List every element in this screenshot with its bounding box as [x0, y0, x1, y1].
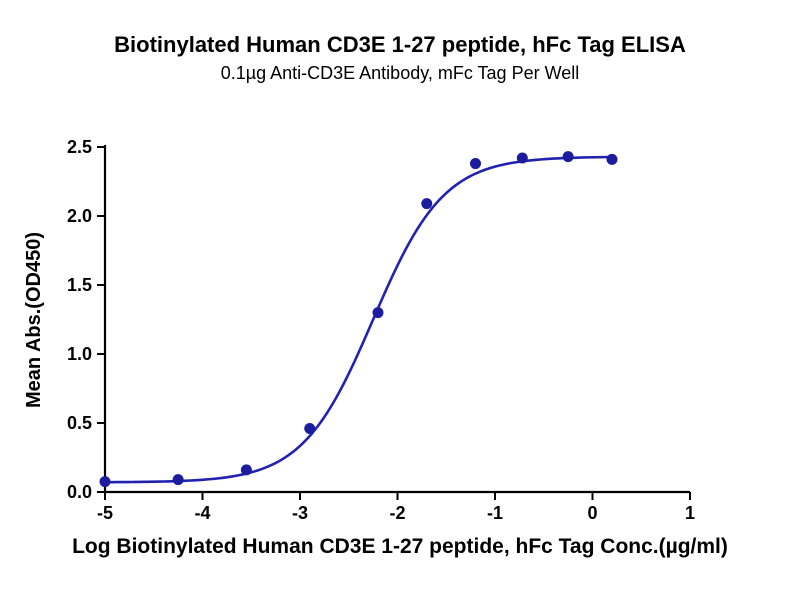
x-tick-label: -2 [389, 503, 405, 523]
data-point [99, 476, 111, 488]
y-tick-label: 1.5 [67, 275, 92, 295]
fit-curve [103, 155, 614, 484]
data-point [172, 474, 184, 486]
data-point [421, 198, 433, 210]
data-point [304, 423, 316, 435]
x-tick-label: -4 [194, 503, 210, 523]
data-point [606, 153, 618, 165]
x-tick-label: 0 [587, 503, 597, 523]
y-tick-label: 0.5 [67, 413, 92, 433]
data-point [372, 307, 384, 319]
data-point [562, 151, 574, 163]
y-tick-label: 1.0 [67, 344, 92, 364]
chart-title: Biotinylated Human CD3E 1-27 peptide, hF… [114, 32, 686, 57]
data-point [516, 152, 528, 164]
y-axis-label: Mean Abs.(OD450) [23, 232, 45, 408]
y-tick-label: 0.0 [67, 482, 92, 502]
x-tick-label: -5 [97, 503, 113, 523]
x-tick-label: -3 [292, 503, 308, 523]
data-point [470, 158, 481, 170]
y-tick-label: 2.0 [67, 206, 92, 226]
plot-area: -5 -4 -3 -2 -1 0 1 0.0 0.5 1.0 1.5 2.0 2.5 [67, 137, 695, 523]
data-point [240, 464, 252, 476]
x-tick-label: 1 [685, 503, 695, 523]
y-tick-label: 2.5 [67, 137, 92, 157]
x-axis-label: Log Biotinylated Human CD3E 1-27 peptide… [72, 535, 728, 558]
chart-subtitle: 0.1µg Anti-CD3E Antibody, mFc Tag Per We… [221, 63, 580, 83]
x-tick-label: -1 [487, 503, 503, 523]
